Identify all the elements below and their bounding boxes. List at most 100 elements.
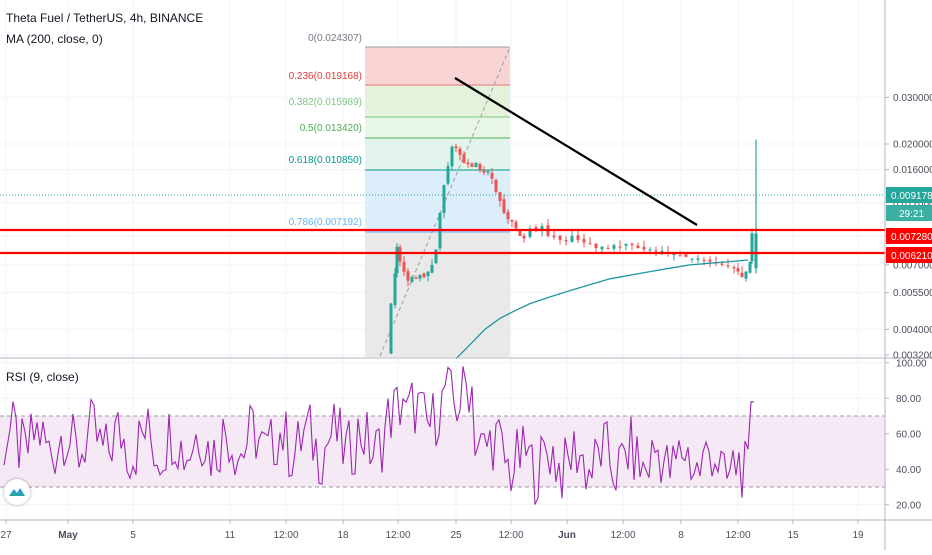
candle (490, 168, 494, 185)
lower-level-tag: 0.006210 (886, 247, 932, 263)
candle (684, 254, 688, 258)
fib-level-label: 0(0.024307) (308, 33, 362, 44)
fib-level-label: 0.382(0.015989) (289, 97, 362, 108)
candle (744, 270, 748, 282)
price-tick-label: 0.005500 (893, 288, 932, 299)
countdown-value: 29:21 (899, 209, 924, 220)
price-tick-label: 0.020000 (893, 139, 932, 150)
mountain-logo-icon (9, 488, 25, 496)
candle (732, 265, 736, 274)
fib-level-label: 0.5(0.013420) (300, 123, 362, 134)
time-tick-label: 15 (787, 530, 799, 541)
candle (740, 266, 744, 278)
candle (582, 233, 586, 248)
time-tick-label: Jun (558, 530, 576, 541)
candle (450, 145, 454, 170)
countdown-tag: 29:21 (886, 205, 932, 221)
time-axis[interactable]: 27 May 5 11 12:00 18 12:00 25 12:00 Jun 12:00 8 12:0… (0, 520, 864, 541)
candle (398, 244, 402, 267)
fib-level-label: 0.786(0.007192) (289, 217, 362, 228)
rsi-tick-label: 40.00 (896, 465, 921, 476)
candle (588, 237, 592, 245)
candle (402, 255, 406, 277)
ma-line (455, 259, 749, 360)
candle (395, 242, 399, 278)
price-tick-label: 0.016000 (893, 165, 932, 176)
candle (750, 228, 754, 264)
candle (630, 242, 634, 251)
price-tick-label: 0.012000 (893, 198, 932, 209)
candle (462, 151, 466, 164)
fib-labels: 0(0.024307) 0.236(0.019168) 0.382(0.015989… (289, 33, 362, 228)
candle (470, 162, 474, 168)
upper-level-tag: 0.007280 (886, 228, 932, 244)
current-price-tag: 0.009178 (886, 187, 932, 203)
candle (414, 275, 418, 280)
candle (736, 263, 740, 275)
candle (618, 240, 622, 252)
lower-level-value: 0.006210 (891, 251, 932, 262)
candle (434, 249, 438, 265)
rsi-legend[interactable]: RSI (9, close) (6, 370, 79, 384)
time-tick-label: 12:00 (498, 530, 523, 541)
candle (474, 162, 478, 168)
price-tick-label: 0.003200 (893, 351, 932, 362)
tradingview-logo[interactable] (4, 479, 30, 505)
candle (636, 242, 640, 249)
rsi-band (0, 415, 885, 488)
time-tick-label: 12:00 (385, 530, 410, 541)
candle (510, 219, 514, 228)
candle (486, 170, 490, 176)
candle (442, 184, 446, 219)
rsi-axis[interactable]: 100.00 80.00 60.00 40.00 20.00 (885, 358, 927, 511)
candle (576, 229, 580, 244)
candle (430, 259, 434, 274)
time-tick-label: 18 (337, 530, 349, 541)
time-tick-label: 12:00 (273, 530, 298, 541)
time-tick-label: 11 (225, 530, 236, 541)
candle (570, 230, 574, 243)
candle (612, 243, 616, 252)
candle (438, 212, 442, 252)
candle (494, 178, 498, 195)
candle (606, 244, 610, 250)
price-tick-label: 0.030000 (893, 93, 932, 104)
price-tick-label: 0.007000 (893, 260, 932, 271)
candle (502, 194, 506, 215)
candle (690, 258, 694, 263)
time-tick-label: 25 (450, 530, 462, 541)
candle (426, 271, 430, 282)
ma-legend[interactable]: MA (200, close, 0) (6, 32, 103, 46)
current-price-value: 0.009178 (891, 191, 932, 202)
trend-line[interactable] (454, 77, 698, 226)
candle (393, 267, 397, 309)
price-axis[interactable]: 0.0300000.0200000.0160000.0120000.009000… (885, 93, 932, 362)
rsi-tick-label: 80.00 (896, 394, 921, 405)
time-tick-label: 27 (0, 530, 12, 541)
candle (498, 191, 502, 207)
candle (624, 243, 628, 251)
symbol-legend[interactable]: Theta Fuel / TetherUS, 4h, BINANCE (6, 11, 204, 25)
time-tick-label: 8 (678, 530, 684, 541)
candle (458, 146, 462, 161)
candle (594, 242, 598, 253)
candle (466, 159, 470, 168)
candle (418, 273, 422, 282)
candle (410, 275, 414, 283)
rsi-tick-label: 100.00 (896, 358, 927, 369)
time-tick-label: 19 (852, 530, 864, 541)
candle (454, 143, 458, 153)
fib-level-label: 0.618(0.010850) (289, 155, 362, 166)
candle (514, 219, 518, 230)
candle (482, 166, 486, 176)
time-tick-label: 5 (130, 530, 136, 541)
rsi-tick-label: 60.00 (896, 429, 921, 440)
time-tick-label: May (58, 530, 78, 541)
candle (446, 162, 450, 186)
candle (389, 302, 393, 355)
price-tick-label: 0.004000 (893, 325, 932, 336)
candle (422, 272, 426, 279)
fib-retracement[interactable] (365, 46, 511, 357)
